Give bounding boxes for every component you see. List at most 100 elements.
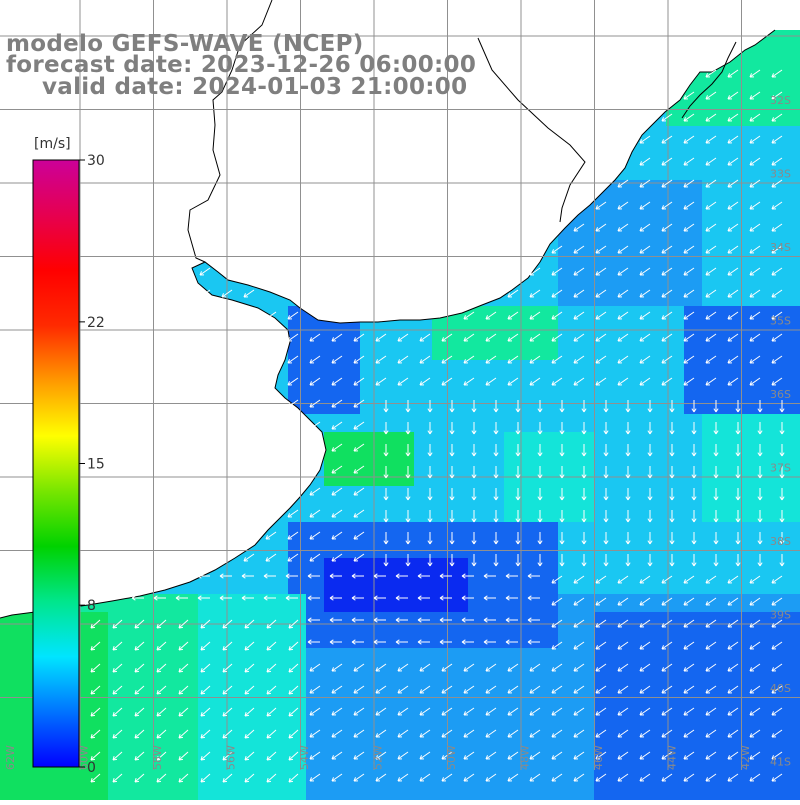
field-cell: [720, 738, 739, 757]
field-cell: [792, 126, 800, 145]
field-cell: [576, 720, 595, 739]
field-cell: [450, 666, 469, 685]
field-cell: [360, 576, 379, 595]
field-cell: [792, 684, 800, 703]
lon-label: 48W: [519, 745, 532, 770]
field-cell: [450, 450, 469, 469]
field-cell: [720, 522, 739, 541]
field-cell: [702, 414, 721, 433]
field-cell: [792, 72, 800, 91]
field-cell: [774, 648, 793, 667]
field-cell: [162, 630, 181, 649]
field-cell: [522, 342, 541, 361]
field-cell: [594, 522, 613, 541]
field-cell: [414, 594, 433, 613]
field-cell: [468, 504, 487, 523]
field-cell: [198, 720, 217, 739]
field-cell: [468, 378, 487, 397]
field-cell: [702, 648, 721, 667]
field-cell: [792, 594, 800, 613]
field-cell: [450, 702, 469, 721]
field-cell: [432, 666, 451, 685]
field-cell: [594, 684, 613, 703]
field-cell: [270, 576, 289, 595]
field-cell: [288, 594, 307, 613]
field-cell: [648, 648, 667, 667]
field-cell: [576, 486, 595, 505]
field-cell: [432, 450, 451, 469]
field-cell: [252, 630, 271, 649]
field-cell: [324, 450, 343, 469]
field-cell: [414, 684, 433, 703]
field-cell: [450, 576, 469, 595]
field-cell: [432, 324, 451, 343]
field-cell: [432, 702, 451, 721]
field-cell: [666, 684, 685, 703]
field-cell: [468, 612, 487, 631]
field-cell: [558, 396, 577, 415]
field-cell: [666, 594, 685, 613]
field-cell: [684, 720, 703, 739]
field-cell: [360, 630, 379, 649]
field-cell: [360, 792, 379, 800]
field-cell: [594, 432, 613, 451]
field-cell: [756, 108, 775, 127]
field-cell: [738, 216, 757, 235]
field-cell: [216, 792, 235, 800]
field-cell: [738, 288, 757, 307]
field-cell: [612, 252, 631, 271]
field-cell: [702, 792, 721, 800]
field-cell: [342, 738, 361, 757]
field-cell: [522, 540, 541, 559]
field-cell: [702, 234, 721, 253]
field-cell: [468, 324, 487, 343]
field-cell: [576, 216, 595, 235]
field-cell: [774, 216, 793, 235]
field-cell: [702, 72, 721, 91]
field-cell: [666, 270, 685, 289]
field-cell: [288, 630, 307, 649]
field-cell: [540, 720, 559, 739]
lon-label: 42W: [739, 745, 752, 770]
field-cell: [702, 486, 721, 505]
lat-label: 37S: [770, 462, 791, 475]
field-cell: [342, 450, 361, 469]
field-cell: [594, 648, 613, 667]
field-cell: [306, 324, 325, 343]
field-cell: [720, 504, 739, 523]
field-cell: [558, 666, 577, 685]
field-cell: [792, 486, 800, 505]
field-cell: [378, 630, 397, 649]
field-cell: [396, 702, 415, 721]
field-cell: [738, 504, 757, 523]
field-cell: [396, 486, 415, 505]
field-cell: [522, 486, 541, 505]
field-cell: [504, 360, 523, 379]
field-cell: [792, 612, 800, 631]
field-cell: [162, 702, 181, 721]
field-cell: [162, 720, 181, 739]
field-cell: [450, 486, 469, 505]
field-cell: [180, 612, 199, 631]
field-cell: [648, 216, 667, 235]
colorbar-tick-label: 0: [87, 760, 96, 776]
field-cell: [450, 630, 469, 649]
field-cell: [630, 486, 649, 505]
field-cell: [774, 792, 793, 800]
field-cell: [774, 774, 793, 793]
field-cell: [738, 594, 757, 613]
field-cell: [774, 432, 793, 451]
field-cell: [360, 540, 379, 559]
field-cell: [738, 162, 757, 181]
field-cell: [396, 774, 415, 793]
field-cell: [108, 792, 127, 800]
field-cell: [540, 432, 559, 451]
field-cell: [540, 684, 559, 703]
field-cell: [738, 432, 757, 451]
field-cell: [522, 774, 541, 793]
field-cell: [756, 342, 775, 361]
lat-label: 33S: [770, 168, 791, 181]
field-cell: [450, 414, 469, 433]
field-cell: [378, 360, 397, 379]
field-cell: [504, 504, 523, 523]
